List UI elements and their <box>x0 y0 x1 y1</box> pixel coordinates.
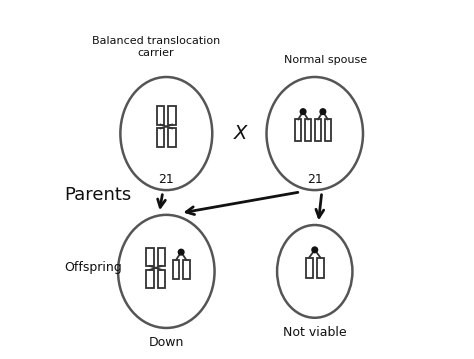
Ellipse shape <box>266 77 363 190</box>
Circle shape <box>320 109 326 115</box>
Text: Down: Down <box>149 336 184 349</box>
Bar <box>295 120 301 141</box>
Ellipse shape <box>120 77 212 190</box>
Bar <box>146 270 154 288</box>
Bar <box>146 248 154 266</box>
Circle shape <box>300 109 306 115</box>
Bar <box>168 106 176 125</box>
Bar <box>306 258 313 278</box>
Bar <box>158 270 165 288</box>
Bar <box>156 129 164 147</box>
Bar <box>325 120 331 141</box>
Text: 21: 21 <box>158 173 174 186</box>
Bar <box>173 260 179 279</box>
Circle shape <box>312 247 318 253</box>
Bar <box>305 120 311 141</box>
Circle shape <box>178 249 184 255</box>
Ellipse shape <box>277 225 353 318</box>
Bar <box>317 258 324 278</box>
Bar <box>315 120 321 141</box>
Text: X: X <box>234 124 247 143</box>
Text: Not viable: Not viable <box>283 326 346 339</box>
Text: 21: 21 <box>307 173 323 186</box>
Bar <box>183 260 190 279</box>
Text: Offspring: Offspring <box>64 261 121 274</box>
Bar <box>168 129 176 147</box>
Bar <box>158 248 165 266</box>
Bar <box>156 106 164 125</box>
Text: Normal spouse: Normal spouse <box>284 55 367 65</box>
Text: Parents: Parents <box>64 186 131 204</box>
Ellipse shape <box>118 215 215 328</box>
Text: Balanced translocation
carrier: Balanced translocation carrier <box>91 36 220 57</box>
